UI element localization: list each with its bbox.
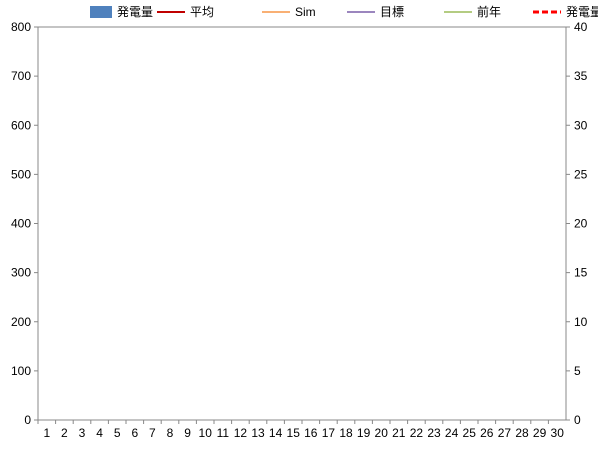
plot-area (37, 26, 567, 421)
x-tick-label: 19 (357, 426, 371, 440)
y-right-tick-label: 25 (574, 167, 588, 181)
y-right-tick-label: 40 (574, 20, 588, 34)
x-tick-label: 3 (79, 426, 86, 440)
y-right-tick-label: 20 (574, 217, 588, 231)
x-tick-label: 18 (339, 426, 353, 440)
y-left-tick-label: 400 (11, 217, 31, 231)
x-tick-label: 15 (287, 426, 301, 440)
x-tick-label: 8 (167, 426, 174, 440)
x-tick-label: 26 (480, 426, 494, 440)
x-tick-label: 27 (498, 426, 512, 440)
x-tick-label: 6 (131, 426, 138, 440)
x-tick-label: 11 (217, 426, 230, 440)
y-right-tick-label: 5 (574, 364, 581, 378)
x-tick-label: 4 (96, 426, 103, 440)
x-tick-label: 24 (445, 426, 459, 440)
x-tick-label: 7 (149, 426, 156, 440)
y-left-tick-label: 600 (11, 118, 31, 132)
x-tick-label: 9 (184, 426, 191, 440)
legend-label-5: 前年 (477, 4, 501, 19)
x-tick-label: 2 (61, 426, 68, 440)
y-left-tick-label: 700 (11, 69, 31, 83)
x-tick-label: 5 (114, 426, 121, 440)
legend-swatch-1 (90, 6, 112, 18)
x-tick-label: 28 (515, 426, 529, 440)
y-left-tick-label: 0 (24, 413, 31, 427)
x-tick-label: 29 (533, 426, 547, 440)
x-tick-label: 21 (392, 426, 406, 440)
y-right-tick-label: 30 (574, 118, 588, 132)
x-tick-label: 17 (322, 426, 336, 440)
x-tick-label: 25 (463, 426, 477, 440)
x-tick-label: 12 (234, 426, 248, 440)
y-right-tick-label: 15 (574, 266, 588, 280)
x-tick-label: 13 (251, 426, 265, 440)
legend-label-1: 発電量 (117, 5, 153, 19)
x-tick-label: 10 (199, 426, 213, 440)
legend-label-2: 平均 (190, 5, 214, 19)
y-right-tick-label: 0 (574, 413, 581, 427)
legend-label-4: 目標 (380, 5, 404, 19)
y-left-tick-label: 100 (11, 364, 31, 378)
x-tick-label: 23 (427, 426, 441, 440)
x-tick-label: 30 (551, 426, 565, 440)
y-right-tick-label: 35 (574, 69, 588, 83)
y-left-tick-label: 300 (11, 266, 31, 280)
y-right-tick-label: 10 (574, 315, 588, 329)
y-left-tick-label: 200 (11, 315, 31, 329)
x-tick-label: 16 (304, 426, 318, 440)
x-tick-label: 14 (269, 426, 283, 440)
y-left-tick-label: 800 (11, 20, 31, 34)
legend-label-3: Sim (295, 5, 316, 19)
x-tick-label: 22 (410, 426, 424, 440)
x-tick-label: 1 (43, 426, 50, 440)
y-left-tick-label: 500 (11, 167, 31, 181)
x-tick-label: 20 (375, 426, 389, 440)
legend-label-6: 発電量 (566, 5, 598, 19)
